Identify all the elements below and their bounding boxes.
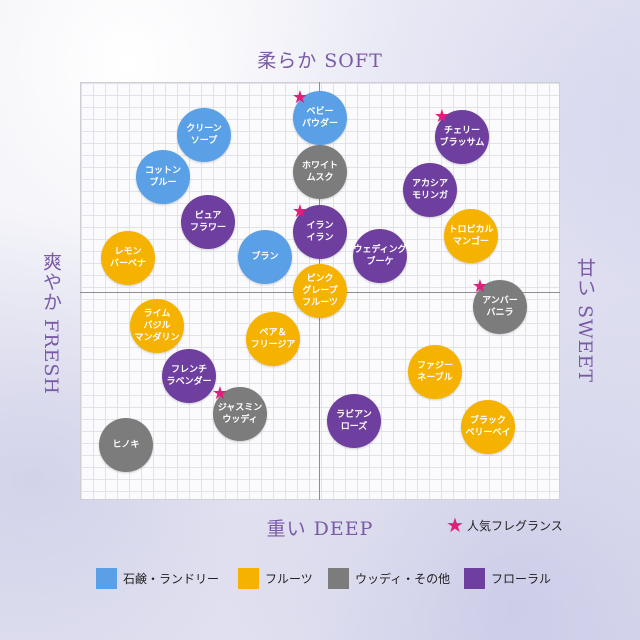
fragrance-bubble: ファジー ネーブル [408,345,462,399]
legend-item-floral: フローラル [464,567,551,589]
axis-label-sweet: 甘い SWEET [574,258,596,383]
fragrance-bubble: チェリー ブラッサム [435,110,489,164]
fragrance-bubble: ラビアン ローズ [327,394,381,448]
popular-label: 人気フレグランス [466,518,563,533]
legend-swatch [464,567,485,589]
fragrance-bubble: ジャスミン ウッディ [213,387,267,441]
fragrance-bubble: ライム バジル マンダリン [130,299,184,353]
axis-label-deep: 重い DEEP [266,518,374,540]
axis-label-fresh: 爽やか FRESH [40,252,62,395]
fragrance-bubble: コットン ブルー [136,150,190,204]
legend-label: フルーツ [265,571,313,586]
fragrance-bubble: ペア＆ フリージア [246,312,300,366]
popular-star-icon: ★ [433,106,451,127]
legend-swatch [328,567,349,589]
legend-item-woody: ウッディ・その他 [328,567,450,589]
fragrance-bubble: ピンク グレープ フルーツ [293,264,347,318]
axis-label-soft: 柔らか SOFT [257,50,383,72]
fragrance-bubble: フレンチ ラベンダー [162,349,216,403]
fragrance-bubble: ホワイト ムスク [293,145,347,199]
fragrance-bubble: クリーン ソープ [177,108,231,162]
legend-label: 石鹸・ランドリー [123,571,220,586]
fragrance-bubble: ブラック ベリーベイ [461,400,515,454]
fragrance-bubble: レモン バーベナ [101,231,155,285]
fragrance-bubble: トロピカル マンゴー [444,209,498,263]
popular-star-icon: ★ [291,87,309,108]
fragrance-bubble: ピュア フラワー [181,195,235,249]
star-icon: ★ [446,513,464,537]
popular-star-icon: ★ [471,276,489,297]
fragrance-bubble: ベビー パウダー [293,91,347,145]
popular-star-icon: ★ [211,383,229,404]
fragrance-bubble: ウェディング ブーケ [353,229,407,283]
fragrance-bubble: アカシア モリンガ [403,163,457,217]
legend-label: フローラル [491,571,552,586]
popular-fragrance-legend: ★ 人気フレグランス [446,515,563,535]
legend-swatch [96,567,117,589]
legend-item-fruit: フルーツ [238,567,313,589]
fragrance-bubble: イラン イラン [293,205,347,259]
popular-star-icon: ★ [291,201,309,222]
legend-item-soap: 石鹸・ランドリー [96,567,219,589]
legend-label: ウッディ・その他 [355,571,451,586]
fragrance-bubble: ヒノキ [99,418,153,472]
fragrance-bubble: アンバー バニラ [473,280,527,334]
fragrance-bubble: ブラン [238,230,292,284]
legend-swatch [238,567,259,589]
